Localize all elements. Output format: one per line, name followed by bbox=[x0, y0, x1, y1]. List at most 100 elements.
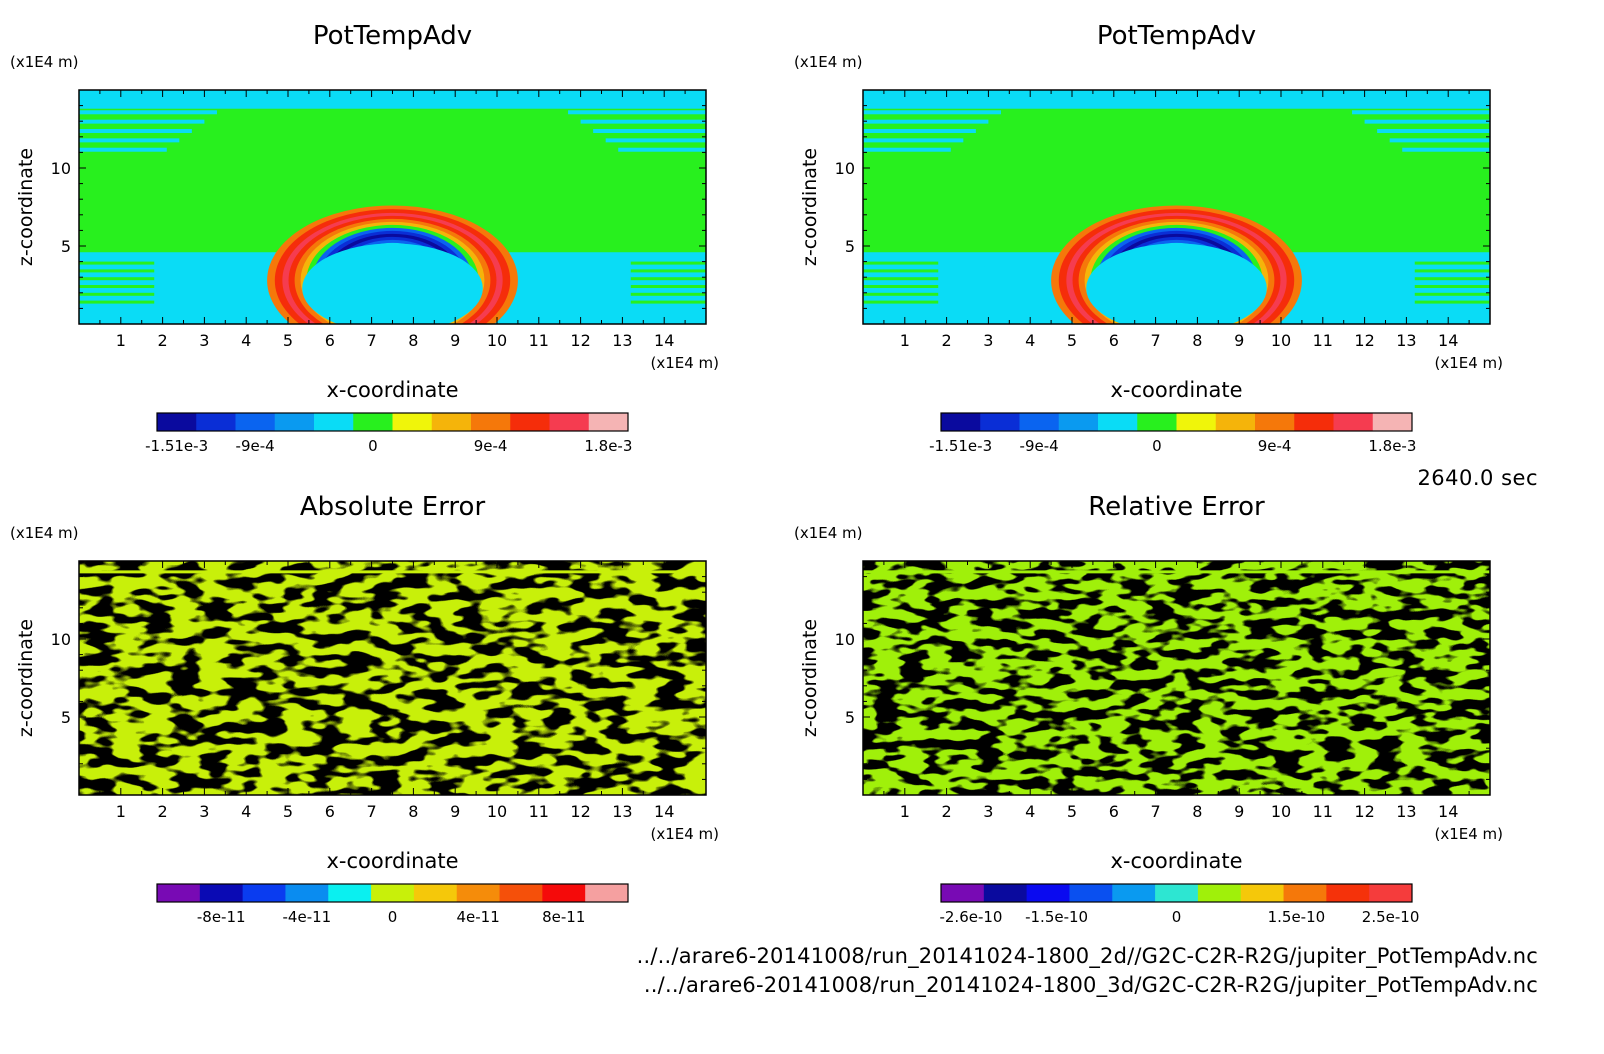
x-tick-label: 14 bbox=[654, 331, 674, 350]
field-noise bbox=[79, 561, 706, 795]
x-tick-label: 13 bbox=[612, 331, 632, 350]
file-path-3d: ../../arare6-20141008/run_20141024-1800_… bbox=[643, 973, 1538, 997]
colorbar-frame bbox=[940, 883, 1413, 903]
y-unit-label: (x1E4 m) bbox=[794, 524, 863, 542]
colorbar: -1.51e-3 -9e-4 0 9e-4 1.8e-3 bbox=[929, 412, 1416, 455]
colorbar-swatch bbox=[157, 884, 201, 902]
x-tick-label: 6 bbox=[325, 331, 335, 350]
x-tick-label: 2 bbox=[942, 331, 952, 350]
y-unit-label: (x1E4 m) bbox=[794, 53, 863, 71]
colorbar-swatch bbox=[328, 884, 372, 902]
lower-streak-right bbox=[630, 300, 706, 304]
x-tick-label: 7 bbox=[367, 802, 377, 821]
colorbar-swatch bbox=[242, 884, 286, 902]
upper-streak-left bbox=[863, 100, 1014, 105]
colorbar-swatch bbox=[980, 413, 1020, 431]
x-tick-label: 5 bbox=[1067, 331, 1077, 350]
colorbar-swatch bbox=[542, 884, 586, 902]
colorbar: -2.6e-10 -1.5e-10 0 1.5e-10 2.5e-10 bbox=[939, 883, 1420, 926]
x-tick-label: 3 bbox=[199, 802, 209, 821]
lower-streak-left bbox=[863, 300, 939, 304]
x-tick-label: 4 bbox=[1025, 802, 1035, 821]
x-tick-label: 7 bbox=[367, 331, 377, 350]
x-tick-label: 5 bbox=[1067, 802, 1077, 821]
colorbar-frame bbox=[156, 412, 629, 432]
colorbar-swatch bbox=[1176, 413, 1217, 431]
y-tick-label: 10 bbox=[835, 630, 855, 649]
x-tick-label: 12 bbox=[1354, 802, 1374, 821]
colorbar-swatch bbox=[1019, 413, 1060, 431]
colorbar-swatch bbox=[235, 413, 276, 431]
colorbar-swatch bbox=[1255, 413, 1295, 431]
upper-streak-left bbox=[79, 129, 192, 133]
x-tick-label: 2 bbox=[158, 802, 168, 821]
x-tick-label: 11 bbox=[529, 331, 549, 350]
colorbar-swatch bbox=[585, 884, 629, 902]
colorbar-frame bbox=[940, 412, 1413, 432]
lower-streak-right bbox=[1414, 292, 1490, 296]
y-tick-label: 5 bbox=[61, 237, 71, 256]
colorbar-swatch bbox=[1215, 413, 1256, 431]
top-streak bbox=[863, 570, 1490, 574]
x-tick-label: 10 bbox=[487, 331, 507, 350]
colorbar-swatch bbox=[1069, 884, 1113, 902]
x-tick-label: 8 bbox=[408, 331, 418, 350]
x-tick-label: 4 bbox=[241, 331, 251, 350]
lower-streak-right bbox=[630, 261, 706, 265]
x-tick-label: 7 bbox=[1151, 331, 1161, 350]
x-tick-label: 7 bbox=[1151, 802, 1161, 821]
x-axis-label: x-coordinate bbox=[326, 849, 458, 873]
chart-title: Relative Error bbox=[1088, 492, 1265, 522]
arc-inner bbox=[1086, 243, 1267, 324]
colorbar-swatch bbox=[353, 413, 393, 431]
x-tick-label: 10 bbox=[1271, 802, 1291, 821]
x-tick-label: 11 bbox=[1313, 331, 1333, 350]
colorbar-frame bbox=[156, 883, 629, 903]
y-tick-label: 10 bbox=[835, 159, 855, 178]
colorbar-swatch bbox=[588, 413, 629, 431]
colorbar-tick-label: -1.51e-3 bbox=[929, 437, 992, 455]
colorbar-swatch bbox=[157, 413, 197, 431]
y-tick-label: 5 bbox=[845, 237, 855, 256]
upper-streak-left bbox=[863, 147, 951, 152]
x-tick-label: 1 bbox=[900, 802, 910, 821]
colorbar: -1.51e-3 -9e-4 0 9e-4 1.8e-3 bbox=[145, 412, 632, 455]
y-unit-label: (x1E4 m) bbox=[10, 53, 79, 71]
x-tick-label: 5 bbox=[283, 331, 293, 350]
x-tick-label: 9 bbox=[450, 802, 460, 821]
x-tick-label: 3 bbox=[983, 802, 993, 821]
colorbar-tick-label: 2.5e-10 bbox=[1362, 908, 1420, 926]
plot-area bbox=[79, 561, 706, 795]
field-noise bbox=[863, 561, 1490, 795]
lower-streak-left bbox=[863, 277, 939, 281]
upper-streak-right bbox=[1402, 147, 1490, 152]
lower-streak-left bbox=[79, 285, 155, 288]
colorbar-swatch bbox=[371, 884, 415, 902]
colorbar-swatch bbox=[941, 884, 985, 902]
x-tick-label: 13 bbox=[612, 802, 632, 821]
x-axis-label: x-coordinate bbox=[1110, 849, 1242, 873]
upper-streak-right bbox=[1352, 110, 1490, 115]
lower-streak-right bbox=[630, 277, 706, 281]
plot-area bbox=[863, 561, 1490, 795]
colorbar-swatch bbox=[196, 413, 236, 431]
upper-streak-left bbox=[863, 119, 989, 124]
colorbar-swatch bbox=[456, 884, 501, 902]
x-unit-label: (x1E4 m) bbox=[1434, 825, 1503, 843]
lower-streak-left bbox=[79, 277, 155, 281]
colorbar-swatch bbox=[1369, 884, 1413, 902]
colorbar-swatch bbox=[314, 413, 354, 431]
upper-streak-left bbox=[79, 147, 167, 152]
lower-streak-left bbox=[79, 269, 155, 273]
colorbar-tick-label: 1.8e-3 bbox=[584, 437, 632, 455]
x-tick-label: 5 bbox=[283, 802, 293, 821]
colorbar-swatch bbox=[1197, 884, 1242, 902]
colorbar-swatch bbox=[1240, 884, 1285, 902]
x-tick-label: 1 bbox=[116, 331, 126, 350]
colorbar-tick-label: 0 bbox=[388, 908, 398, 926]
colorbar-tick-label: -2.6e-10 bbox=[939, 908, 1002, 926]
colorbar-swatch bbox=[1283, 884, 1327, 902]
x-tick-label: 11 bbox=[1313, 802, 1333, 821]
